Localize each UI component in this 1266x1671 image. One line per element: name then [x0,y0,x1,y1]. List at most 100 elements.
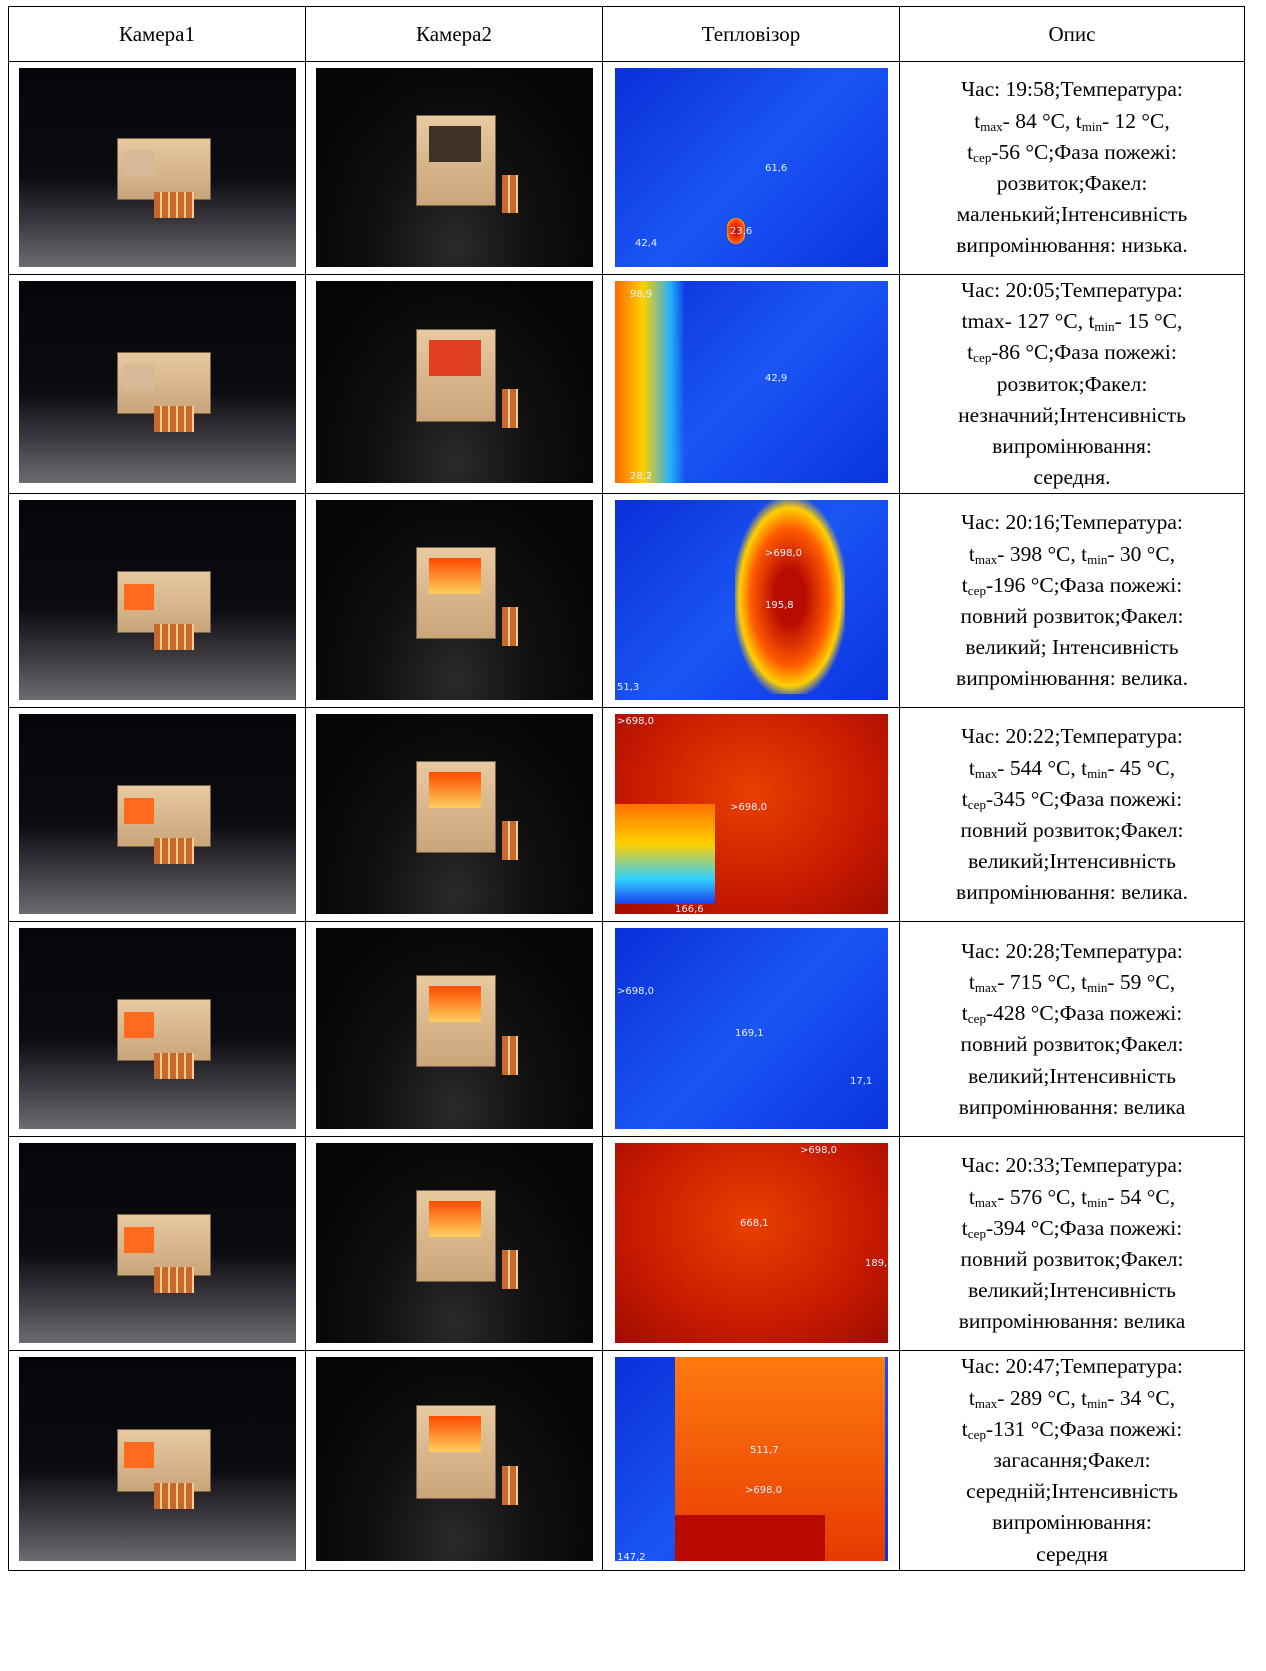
description-text: - 398 °С, t [997,541,1088,566]
thermal-temp-label: 28,2 [630,471,653,482]
description-line: Час: 20:05;Температура: [900,275,1244,306]
camera2-photo [316,68,593,267]
thermal-temp-label: 169,1 [735,1028,764,1040]
description-text: маленький;Інтенсивність [956,202,1188,227]
subscript-text: max [974,1194,998,1210]
thermal-temp-label: 195,8 [765,600,794,612]
description-line: tmax- 84 °С, tmin- 12 °С, [900,106,1244,137]
description-text: - 15 °С, [1114,309,1183,334]
description-line: загасання;Факел: [900,1445,1244,1476]
thermal-temp-label: 668,1 [740,1218,769,1230]
description-line: tсер-345 °С;Фаза пожежі: [900,784,1244,815]
description-line: tсер-131 °С;Фаза пожежі: [900,1414,1244,1445]
description-cell: Час: 20:33;Температура: tmax- 576 °С, tmi… [899,1136,1245,1352]
description-line: розвиток;Факел: [900,168,1244,199]
camera2-photo [316,928,593,1130]
description-text: Час: 20:05;Температура: [961,278,1183,302]
camera1-photo-cell [8,707,306,923]
description-line: великий; Інтенсивність [900,632,1244,663]
camera2-photo [316,1357,593,1562]
header-camera2: Камера2 [305,6,603,62]
description-line: tmax- 715 °С, tmin- 59 °С, [900,967,1244,998]
subscript-text: max [974,980,998,996]
description-line: випромінювання: велика. [900,877,1244,908]
table-row: >698,0 169,1 17,1 Час: 20:28;Температура: tm… [8,921,1245,1138]
thermal-image: 98,9 42,9 28,2 [615,281,888,483]
thermal-image: 511,7 >698,0 147,2 [615,1357,888,1562]
thermal-image: 61,6 42,4 23,6 [615,68,888,267]
thermal-temp-label: >698,0 [617,986,655,998]
description-line: середній;Інтенсивність [900,1476,1244,1507]
header-camera1: Камера1 [8,6,306,62]
description-text: випромінювання: велика. [956,880,1188,905]
thermal-temp-label: 166,6 [675,904,704,915]
description-text: -86 °С;Фаза пожежі: [991,340,1177,365]
description-text: повний розвиток;Факел: [960,817,1184,842]
description-line: середня [900,1539,1244,1570]
camera1-photo-cell [8,493,306,709]
description-line: великий;Інтенсивність [900,846,1244,877]
description-text: випромінювання: [992,1510,1152,1535]
description-line: повний розвиток;Факел: [900,815,1244,846]
description-text: t [967,340,974,365]
thermal-temp-label: 17,1 [850,1076,873,1088]
camera2-photo [316,714,593,915]
subscript-text: min [1087,980,1108,996]
description-text: повний розвиток;Факел: [960,1246,1184,1271]
description-line: Час: 20:22;Температура: [900,721,1244,752]
description-cell: Час: 20:16;Температура: tmax- 398 °С, tmi… [899,493,1245,709]
thermal-temp-label: >698,0 [800,1145,838,1157]
description-text: - 84 °С, t [1002,108,1082,133]
subscript-text: сер [973,350,992,366]
description-text: випромінювання: [992,434,1152,459]
description-line: tсер-428 °С;Фаза пожежі: [900,998,1244,1029]
thermal-temp-label: 42,9 [765,373,788,384]
camera1-photo [19,281,296,483]
description-text: -196 °С;Фаза пожежі: [985,572,1183,597]
description-line: Час: 20:28;Температура: [900,936,1244,967]
description-cell: Час: 19:58;Температура: tmax- 84 °С, tmin… [899,61,1245,275]
description-text: - 715 °С, t [997,970,1088,995]
description-line: випромінювання: [900,431,1244,462]
description-line: випромінювання: велика [900,1092,1244,1123]
description-text: Час: 20:47;Температура: [961,1354,1183,1379]
description-text: t [961,1001,968,1026]
description-text: - 30 °С, [1107,541,1176,566]
thermal-temp-label: >698,0 [617,716,655,728]
description-line: середня. [900,462,1244,493]
thermal-temp-label: 98,9 [630,289,653,300]
thermal-temp-label: 23,6 [730,226,753,237]
subscript-text: min [1087,551,1108,567]
description-text: t [974,108,981,133]
subscript-text: сер [973,149,992,165]
description-text: -394 °С;Фаза пожежі: [985,1215,1183,1240]
thermal-image: >698,0 195,8 51,3 [615,500,888,701]
description-text: Час: 20:28;Температура: [961,938,1183,963]
header-description: Опис [899,6,1245,62]
description-text: великий;Інтенсивність [968,849,1176,874]
description-line: великий;Інтенсивність [900,1061,1244,1092]
description-line: Час: 20:33;Температура: [900,1150,1244,1181]
thermal-temp-label: >698,0 [730,802,768,814]
camera2-photo [316,1143,593,1344]
fire-observation-table: Камера1 Камера2 Тепловізор Опис 61,6 42,4… [8,6,1245,1571]
description-text: -428 °С;Фаза пожежі: [985,1001,1183,1026]
camera1-photo [19,714,296,915]
thermal-image-cell: 98,9 42,9 28,2 [602,273,900,495]
description-line: розвиток;Факел: [900,369,1244,400]
header-thermal-imager: Тепловізор [602,6,900,62]
description-text: t [967,139,974,164]
description-line: tсер-86 °С;Фаза пожежі: [900,337,1244,368]
description-text: t [961,1215,968,1240]
description-cell: Час: 20:22;Температура: tmax- 544 °С, tmi… [899,707,1245,923]
thermal-image-cell: >698,0 195,8 51,3 [602,493,900,709]
description-line: повний розвиток;Факел: [900,601,1244,632]
thermal-temp-label: 61,6 [765,163,788,174]
description-text: розвиток;Факел: [996,171,1148,195]
description-line: Час: 19:58;Температура: [900,74,1244,105]
camera2-photo-cell [305,273,603,495]
subscript-text: сер [967,1011,986,1027]
description-text: Час: 20:33;Температура: [961,1153,1183,1178]
description-text: Час: 19:58;Температура: [961,77,1183,102]
description-text: Час: 20:22;Температура: [961,724,1183,749]
